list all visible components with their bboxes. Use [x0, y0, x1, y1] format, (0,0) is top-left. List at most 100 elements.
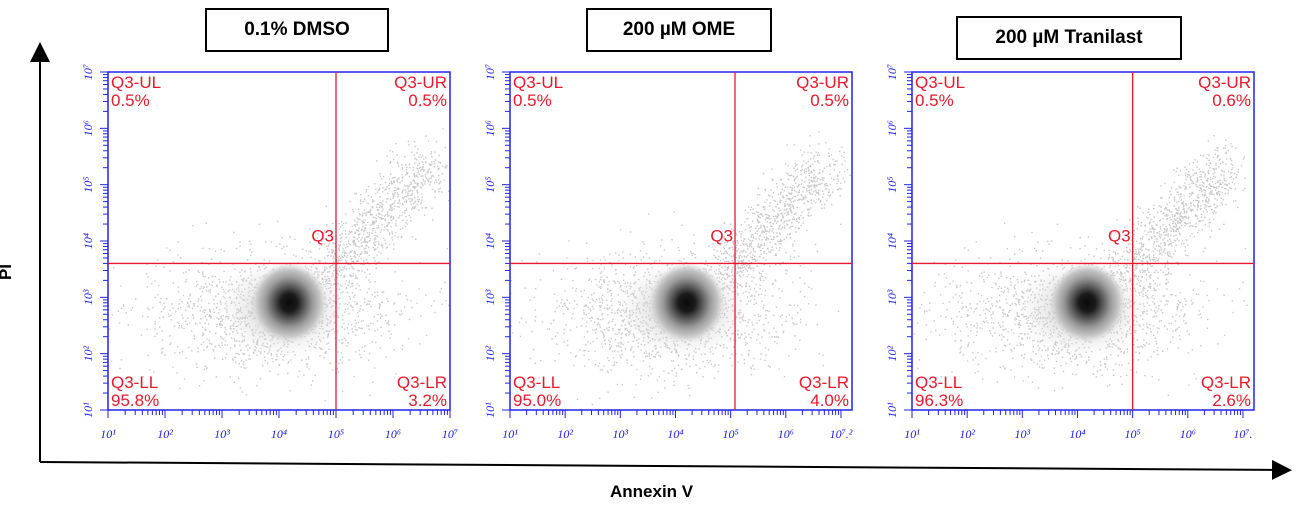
event-dot	[790, 198, 792, 200]
event-dot	[241, 391, 244, 393]
x-tick-label: 10¹	[502, 427, 518, 441]
axis-ticks	[100, 71, 451, 418]
event-dot	[510, 292, 512, 295]
event-dot	[375, 241, 377, 243]
event-dot	[524, 287, 526, 289]
event-dot	[772, 223, 775, 225]
event-dot	[599, 272, 602, 274]
event-dot	[125, 312, 127, 314]
event-dot	[130, 309, 132, 311]
event-dot	[223, 250, 225, 252]
event-dot	[413, 173, 415, 175]
event-dot	[790, 210, 792, 212]
event-dot	[372, 221, 374, 224]
event-dot	[381, 244, 384, 246]
event-dot	[423, 158, 425, 160]
event-dot	[396, 205, 398, 208]
event-dot	[434, 190, 436, 192]
event-dot	[386, 298, 388, 300]
event-dot	[733, 346, 735, 348]
event-dot	[234, 356, 236, 359]
event-dot	[788, 227, 791, 229]
event-dot	[604, 343, 606, 345]
event-dot	[192, 315, 194, 317]
event-dot	[733, 254, 735, 256]
event-dot	[1137, 221, 1139, 223]
event-dot	[1183, 208, 1185, 210]
event-dot	[375, 220, 377, 222]
event-dot	[413, 180, 415, 182]
event-dot	[731, 246, 734, 249]
event-dot	[759, 288, 761, 290]
x-tick-label: 10⁶	[778, 427, 794, 441]
event-dot	[822, 179, 824, 181]
event-dot	[363, 222, 365, 224]
event-dot	[748, 333, 750, 336]
event-dot	[355, 287, 357, 289]
event-dot	[761, 275, 764, 277]
event-dot	[416, 175, 418, 177]
event-dot	[319, 355, 321, 357]
event-dot	[751, 240, 754, 242]
event-dot	[219, 261, 221, 263]
event-dot	[420, 175, 422, 177]
event-dot	[153, 371, 155, 373]
event-dot	[822, 354, 824, 356]
event-dot	[161, 339, 164, 341]
event-dot	[806, 200, 809, 202]
event-dot	[343, 337, 346, 340]
event-dot	[362, 220, 364, 222]
event-dot	[796, 164, 798, 166]
event-dot	[750, 234, 753, 236]
event-dot	[358, 349, 360, 352]
event-dot	[614, 282, 617, 284]
event-dot	[1235, 200, 1237, 202]
event-dot	[780, 178, 783, 181]
event-dot	[409, 190, 411, 193]
event-dot	[212, 308, 215, 310]
event-dot	[824, 203, 826, 206]
event-dot	[408, 190, 410, 192]
event-dot	[343, 274, 346, 277]
y-tick-label: 10⁵	[81, 177, 95, 193]
event-dot	[421, 207, 423, 209]
event-dot	[800, 193, 802, 196]
event-dot	[360, 320, 363, 322]
event-dot	[788, 219, 791, 221]
event-dot	[364, 237, 366, 239]
event-dot	[379, 196, 381, 198]
event-dot	[789, 255, 792, 257]
event-dot	[407, 187, 409, 190]
event-dot	[791, 225, 794, 228]
event-dot	[1178, 232, 1181, 234]
event-dot	[787, 233, 789, 236]
event-dot	[762, 270, 764, 272]
event-dot	[1182, 216, 1184, 218]
event-dot	[783, 376, 786, 378]
event-dot	[438, 183, 440, 185]
event-dot	[369, 224, 371, 226]
event-dot	[214, 276, 217, 278]
event-dot	[287, 372, 289, 374]
event-dot	[1216, 156, 1218, 159]
event-dot	[607, 371, 609, 374]
event-dot	[424, 174, 427, 176]
event-dot	[647, 213, 650, 215]
event-dot	[648, 257, 650, 259]
event-dot	[398, 217, 400, 219]
event-dot	[188, 269, 190, 271]
event-dot	[212, 348, 214, 351]
event-dot	[794, 335, 796, 337]
event-dot	[772, 179, 774, 181]
event-dot	[797, 312, 799, 314]
event-dot	[243, 363, 245, 366]
event-dot	[415, 186, 417, 188]
event-dot	[772, 191, 775, 194]
event-dot	[620, 341, 622, 343]
event-dot	[250, 243, 252, 245]
event-dot	[292, 254, 295, 256]
event-dot	[782, 196, 784, 198]
event-dot	[355, 276, 357, 278]
event-dot	[819, 201, 822, 203]
event-dot	[154, 320, 156, 323]
